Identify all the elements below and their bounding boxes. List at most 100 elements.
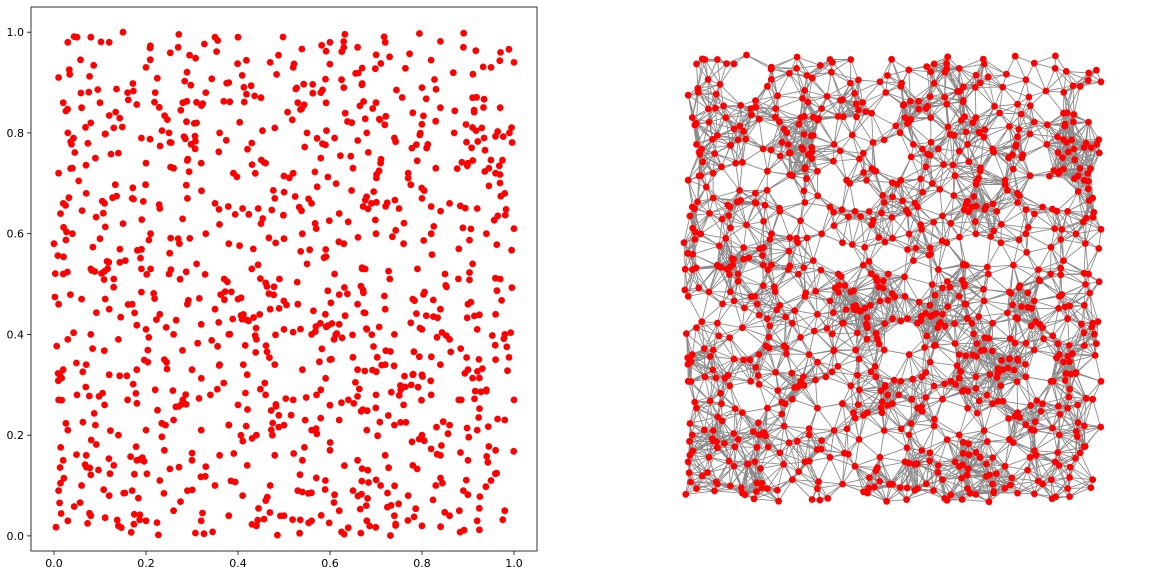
graph-node (714, 262, 722, 270)
graph-node (1043, 121, 1051, 129)
graph-node (721, 374, 729, 382)
scatter-point (55, 300, 62, 308)
scatter-point (464, 491, 472, 499)
scatter-point (382, 112, 390, 120)
scatter-point (166, 49, 174, 57)
scatter-point (78, 207, 86, 215)
scatter-point (62, 202, 69, 209)
scatter-point (101, 514, 109, 522)
scatter-point (476, 374, 483, 382)
scatter-point (277, 512, 284, 520)
graph-node (808, 496, 816, 503)
graph-node (950, 131, 958, 139)
scatter-point (231, 211, 239, 218)
graph-node (897, 377, 905, 385)
scatter-point (363, 517, 371, 525)
graph-node (1072, 428, 1080, 435)
graph-node (802, 289, 810, 297)
scatter-point (469, 157, 477, 164)
graph-node (1016, 414, 1023, 421)
scatter-point (420, 437, 428, 445)
scatter-point (303, 129, 311, 137)
scatter-point (295, 203, 303, 211)
scatter-point (123, 372, 131, 380)
scatter-point (350, 400, 358, 407)
graph-node (943, 100, 951, 108)
graph-node (750, 428, 757, 435)
scatter-point (359, 406, 367, 414)
scatter-point (55, 74, 62, 81)
scatter-point (309, 81, 317, 88)
scatter-point (377, 60, 385, 67)
scatter-point (398, 94, 406, 101)
graph-node (1080, 329, 1088, 337)
graph-node (765, 333, 773, 341)
graph-node (778, 138, 786, 146)
scatter-point (187, 140, 195, 148)
scatter-point (374, 432, 381, 440)
graph-node (756, 245, 763, 253)
scatter-point (240, 83, 248, 91)
graph-node (686, 212, 694, 220)
graph-node (1009, 301, 1016, 309)
scatter-point (468, 144, 475, 152)
graph-node (875, 234, 883, 241)
graph-node (907, 97, 914, 105)
scatter-point (82, 361, 90, 368)
scatter-point (248, 521, 256, 528)
graph-node (965, 208, 972, 216)
graph-node (705, 118, 713, 126)
scatter-point (480, 95, 488, 103)
graph-node (1063, 109, 1071, 117)
scatter-point (437, 523, 444, 531)
scatter-point (391, 482, 398, 490)
graph-node (847, 56, 855, 63)
scatter-point (338, 48, 346, 55)
scatter-point (358, 64, 366, 72)
graph-node (772, 105, 780, 112)
graph-node (917, 175, 924, 183)
scatter-point (352, 379, 359, 386)
scatter-point (437, 305, 444, 313)
graph-node (990, 488, 998, 495)
graph-node (915, 97, 922, 105)
scatter-point (464, 456, 472, 464)
graph-node (872, 373, 880, 381)
graph-node (1060, 165, 1067, 173)
scatter-point (376, 116, 384, 124)
scatter-point (252, 349, 260, 356)
scatter-point (105, 371, 113, 379)
scatter-point (251, 169, 259, 177)
graph-node (838, 206, 846, 214)
graph-node (687, 358, 695, 366)
scatter-point (361, 367, 369, 375)
graph-node (746, 356, 754, 364)
scatter-point (455, 275, 462, 283)
scatter-point (373, 353, 381, 361)
graph-node (697, 230, 705, 238)
graph-node (879, 192, 887, 199)
graph-node (930, 218, 937, 226)
scatter-point (82, 451, 90, 459)
scatter-point (138, 265, 145, 273)
scatter-point (491, 341, 499, 349)
scatter-point (401, 372, 408, 380)
graph-node (926, 244, 934, 252)
scatter-point (479, 63, 487, 71)
graph-node (780, 422, 788, 430)
graph-node (962, 200, 970, 208)
scatter-point (348, 119, 356, 127)
graph-node (1022, 373, 1030, 381)
graph-node (797, 217, 804, 225)
scatter-point (130, 87, 137, 95)
scatter-point (158, 433, 166, 441)
graph-node (759, 145, 767, 153)
graph-node (1014, 489, 1021, 497)
graph-node (695, 172, 703, 180)
graph-node (884, 391, 892, 399)
scatter-point (287, 411, 295, 419)
graph-node (682, 490, 690, 498)
graph-node (830, 222, 838, 230)
scatter-point (231, 478, 239, 486)
graph-node (1066, 474, 1073, 481)
